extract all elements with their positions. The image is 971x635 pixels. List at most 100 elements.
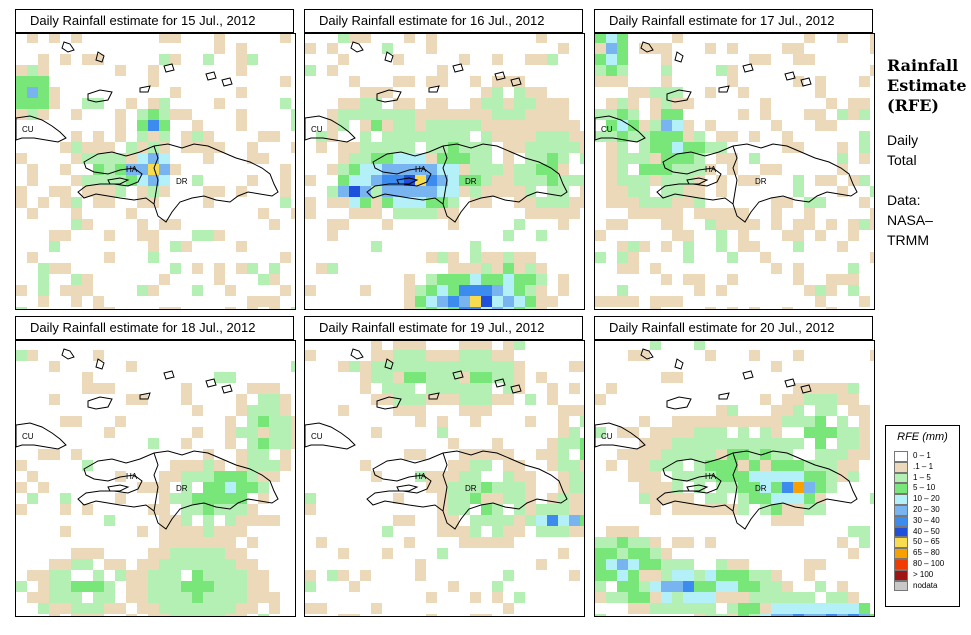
rainfall-cell xyxy=(93,142,104,153)
rainfall-cell xyxy=(448,296,459,307)
rainfall-cell xyxy=(82,603,93,614)
rainfall-cell xyxy=(492,307,503,309)
rainfall-cell xyxy=(760,416,771,427)
rainfall-cell xyxy=(448,471,459,482)
rainfall-cell xyxy=(558,285,569,296)
rainfall-cell xyxy=(503,372,514,383)
rainfall-cell xyxy=(569,208,580,219)
rainfall-cell xyxy=(503,350,514,361)
rainfall-cell xyxy=(316,131,327,142)
legend-label: 20 – 30 xyxy=(913,504,940,514)
haiti-dr-border xyxy=(732,145,738,205)
rainfall-cell xyxy=(727,208,738,219)
rainfall-cell xyxy=(628,153,639,164)
rainfall-cell xyxy=(595,581,606,592)
rainfall-cell xyxy=(606,142,617,153)
rainfall-cell xyxy=(371,175,382,186)
rainfall-cell xyxy=(258,153,269,164)
rainfall-cell xyxy=(459,296,470,307)
rainfall-cell xyxy=(672,98,683,109)
rainfall-cell xyxy=(793,175,804,186)
rainfall-cell xyxy=(71,449,82,460)
rainfall-cell xyxy=(547,515,558,526)
rainfall-cell xyxy=(16,76,27,87)
rainfall-cell xyxy=(503,175,514,186)
coastline-path xyxy=(221,384,233,394)
rainfall-cell xyxy=(859,219,870,230)
rainfall-cell xyxy=(170,219,181,230)
rainfall-cell xyxy=(628,109,639,120)
rainfall-cell xyxy=(338,54,349,65)
rainfall-cell xyxy=(804,416,815,427)
rainfall-cell xyxy=(580,515,584,526)
rainfall-cell xyxy=(305,208,316,219)
rainfall-cell xyxy=(760,394,771,405)
rainfall-cell xyxy=(617,449,628,460)
rainfall-cell xyxy=(360,98,371,109)
rainfall-cell xyxy=(514,274,525,285)
coastline-path xyxy=(656,450,858,530)
rainfall-cell xyxy=(192,471,203,482)
coastline-path xyxy=(305,422,356,450)
rainfall-cell xyxy=(514,372,525,383)
rainfall-cell xyxy=(60,263,71,274)
rainfall-cell xyxy=(247,296,258,307)
rainfall-cell xyxy=(848,548,859,559)
rainfall-cell xyxy=(225,482,236,493)
rainfall-cell xyxy=(437,274,448,285)
rainfall-cell xyxy=(569,131,580,142)
rainfall-cell xyxy=(804,614,815,616)
rainfall-cell xyxy=(694,274,705,285)
rainfall-cell xyxy=(837,186,848,197)
rainfall-cell xyxy=(727,438,738,449)
rainfall-cell xyxy=(782,504,793,515)
rainfall-cell xyxy=(661,65,672,76)
rainfall-cell xyxy=(382,43,393,54)
rainfall-cell xyxy=(192,537,203,548)
rainfall-cell xyxy=(848,285,859,296)
rainfall-cell xyxy=(738,416,749,427)
rainfall-cell xyxy=(426,383,437,394)
rainfall-cell xyxy=(448,142,459,153)
rainfall-cell xyxy=(617,43,628,54)
rainfall-cell xyxy=(159,307,170,309)
rainfall-cell xyxy=(558,142,569,153)
rainfall-cell xyxy=(639,197,650,208)
rainfall-map: CU HA DR xyxy=(15,340,296,617)
rainfall-cell xyxy=(749,570,760,581)
rainfall-cell xyxy=(815,383,826,394)
rainfall-cell xyxy=(415,120,426,131)
rainfall-cell xyxy=(470,372,481,383)
rainfall-cell xyxy=(470,614,481,616)
rainfall-cell xyxy=(514,98,525,109)
rainfall-cell xyxy=(371,153,382,164)
rainfall-cell xyxy=(514,504,525,515)
rainfall-cell xyxy=(672,416,683,427)
rainfall-cell xyxy=(727,614,738,616)
rainfall-cell xyxy=(404,197,415,208)
rainfall-cell xyxy=(181,438,192,449)
rainfall-cell xyxy=(214,559,225,570)
rainfall-cell xyxy=(672,493,683,504)
rainfall-cell xyxy=(225,570,236,581)
rainfall-cell xyxy=(170,109,181,120)
rainfall-cell xyxy=(536,559,547,570)
rainfall-cell xyxy=(683,98,694,109)
coastline-path xyxy=(510,77,522,87)
rainfall-cell xyxy=(870,252,874,263)
rainfall-cell xyxy=(848,427,859,438)
rainfall-cell xyxy=(470,493,481,504)
legend-swatch xyxy=(894,461,908,473)
rainfall-cell xyxy=(815,120,826,131)
rainfall-cell xyxy=(525,493,536,504)
rainfall-cell xyxy=(82,285,93,296)
rainfall-cell xyxy=(203,515,214,526)
rainfall-cell xyxy=(815,614,826,616)
rainfall-cell xyxy=(448,438,459,449)
rainfall-cell xyxy=(672,581,683,592)
rainfall-cell xyxy=(291,142,295,153)
rainfall-cell xyxy=(247,263,258,274)
rainfall-cell xyxy=(492,482,503,493)
rainfall-cell xyxy=(470,186,481,197)
